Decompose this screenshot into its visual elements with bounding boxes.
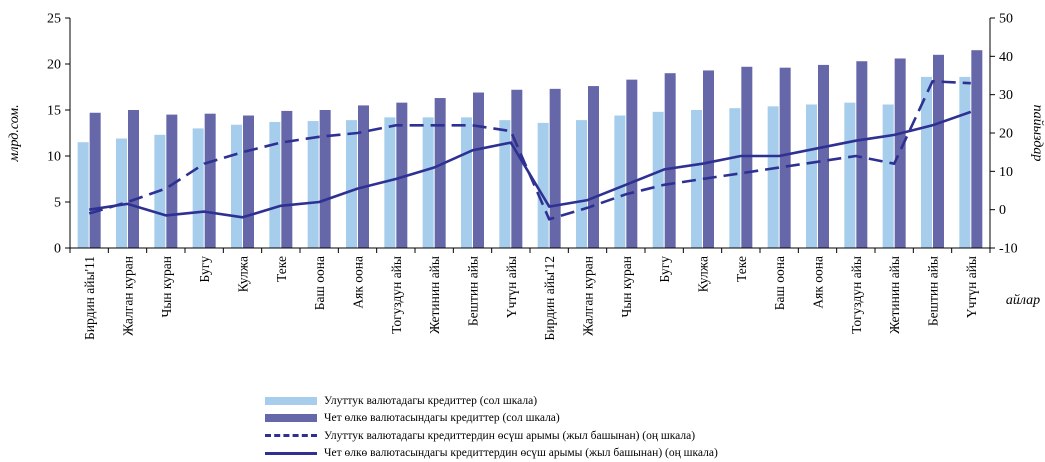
x-tick-label-9: Жетинин айы <box>427 256 442 334</box>
x-tick-label-3: Бугу <box>197 256 212 283</box>
bar-foreign-11 <box>511 90 522 248</box>
legend-label-foreign-growth: Чет өлкө валютасындагы кредиттердин өсүш… <box>324 447 718 459</box>
bar-foreign-17 <box>741 67 752 248</box>
bar-foreign-0 <box>90 113 101 248</box>
y-axis-title-left: млрд.сом. <box>7 104 22 162</box>
right-tick-label-6: 50 <box>999 12 1013 27</box>
x-tick-label-10: Бештин айы <box>466 256 481 326</box>
bar-local-5 <box>269 122 280 248</box>
x-tick-label-1: Жалган куран <box>121 256 136 336</box>
bar-foreign-13 <box>588 86 599 248</box>
bar-local-7 <box>346 120 357 248</box>
bar-local-12 <box>538 123 549 248</box>
x-tick-label-16: Кулжа <box>696 256 711 292</box>
x-tick-label-11: Үчтүн айы <box>504 256 519 318</box>
bar-foreign-9 <box>435 98 446 248</box>
y-axis-title-right: пайыздар <box>1030 105 1045 162</box>
left-tick-label-5: 25 <box>47 12 61 27</box>
bar-local-17 <box>729 108 740 248</box>
x-tick-label-12: Бирдин айы'12 <box>542 256 557 340</box>
x-tick-label-13: Жалган куран <box>581 256 596 336</box>
x-tick-label-8: Тогуздун айы <box>389 256 404 334</box>
legend-label-local-growth: Улуттук валютадагы кредиттердин өсүш ары… <box>324 430 695 442</box>
x-tick-label-5: Теке <box>274 256 289 282</box>
bar-local-6 <box>308 121 319 248</box>
x-tick-label-6: Баш оона <box>312 256 327 310</box>
bar-local-21 <box>883 104 894 248</box>
legend-swatch-local-growth <box>265 434 317 437</box>
bar-foreign-5 <box>281 111 292 248</box>
bar-foreign-7 <box>358 105 369 248</box>
bar-foreign-6 <box>320 110 331 248</box>
x-tick-label-17: Теке <box>734 256 749 282</box>
bar-local-19 <box>806 104 817 248</box>
right-tick-label-2: 10 <box>999 165 1013 180</box>
bar-local-14 <box>614 116 625 248</box>
legend: Улуттук валютадагы кредиттер (сол шкала)… <box>265 392 718 462</box>
bar-foreign-20 <box>856 61 867 248</box>
legend-swatch-foreign-bars <box>265 414 317 422</box>
x-tick-label-20: Тогуздун айы <box>849 256 864 334</box>
bar-local-11 <box>499 120 510 248</box>
x-axis-title: айлар <box>1006 293 1040 308</box>
bar-local-15 <box>653 112 664 248</box>
left-tick-label-1: 5 <box>54 196 61 211</box>
bar-local-9 <box>423 117 434 248</box>
bar-local-10 <box>461 117 472 248</box>
bar-local-13 <box>576 120 587 248</box>
right-tick-label-1: 0 <box>999 203 1006 218</box>
bar-foreign-16 <box>703 70 714 248</box>
bar-local-16 <box>691 110 702 248</box>
bar-foreign-18 <box>780 68 791 248</box>
right-tick-label-5: 40 <box>999 50 1013 65</box>
legend-label-local-bars: Улуттук валютадагы кредиттер (сол шкала) <box>324 395 537 407</box>
x-tick-label-15: Бугу <box>657 256 672 283</box>
x-tick-label-22: Бештин айы <box>926 256 941 326</box>
legend-label-foreign-bars: Чет өлкө валютасындагы кредиттер (сол шк… <box>324 412 560 424</box>
bar-local-20 <box>844 103 855 248</box>
bar-foreign-19 <box>818 65 829 248</box>
legend-item-local-bars: Улуттук валютадагы кредиттер (сол шкала) <box>265 392 718 410</box>
bar-foreign-1 <box>128 110 139 248</box>
x-tick-label-4: Кулжа <box>236 256 251 292</box>
bar-local-0 <box>78 142 89 248</box>
line-foreign-growth <box>89 112 971 217</box>
x-tick-label-14: Чын куран <box>619 256 634 318</box>
right-tick-label-4: 30 <box>999 88 1013 103</box>
x-tick-label-21: Жетинин айы <box>887 256 902 334</box>
bar-foreign-4 <box>243 116 254 248</box>
bar-foreign-21 <box>895 58 906 248</box>
left-tick-label-4: 20 <box>47 58 61 73</box>
bar-foreign-10 <box>473 93 484 248</box>
x-tick-label-19: Аяк оона <box>811 256 826 309</box>
bar-foreign-12 <box>550 89 561 248</box>
x-tick-label-0: Бирдин айы'11 <box>82 256 97 340</box>
legend-item-foreign-growth: Чет өлкө валютасындагы кредиттердин өсүш… <box>265 445 718 462</box>
bar-local-4 <box>231 125 242 248</box>
line-local-growth <box>89 81 971 219</box>
bar-foreign-15 <box>665 73 676 248</box>
bar-local-23 <box>959 77 970 248</box>
bar-local-1 <box>116 139 127 248</box>
x-tick-label-18: Баш оона <box>772 256 787 310</box>
left-tick-label-2: 10 <box>47 150 61 165</box>
bar-foreign-3 <box>205 114 216 248</box>
legend-swatch-foreign-growth <box>265 452 317 455</box>
left-tick-label-3: 15 <box>47 104 61 119</box>
left-tick-label-0: 0 <box>54 242 61 257</box>
combo-chart: 0 5 10 15 20 25 -10 0 10 20 30 40 50 Бирдин айы'11 Жал… <box>0 0 1045 390</box>
x-tick-label-2: Чын куран <box>159 256 174 318</box>
bar-local-3 <box>193 128 204 248</box>
x-tick-label-23: Үчтүн айы <box>964 256 979 318</box>
x-tick-label-7: Аяк оона <box>351 256 366 309</box>
bar-foreign-22 <box>933 55 944 248</box>
right-tick-label-0: -10 <box>999 242 1018 257</box>
bar-foreign-23 <box>971 50 982 248</box>
legend-swatch-local-bars <box>265 397 317 405</box>
legend-item-foreign-bars: Чет өлкө валютасындагы кредиттер (сол шк… <box>265 410 718 428</box>
bar-foreign-14 <box>626 80 637 248</box>
bar-local-18 <box>768 106 779 248</box>
right-tick-label-3: 20 <box>999 127 1013 142</box>
legend-item-local-growth: Улуттук валютадагы кредиттердин өсүш ары… <box>265 427 718 445</box>
